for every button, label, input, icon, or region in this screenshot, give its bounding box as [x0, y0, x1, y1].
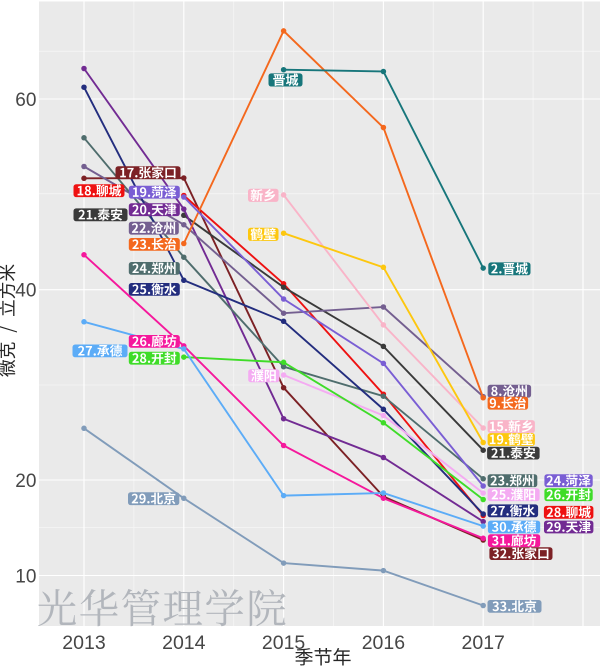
svg-text:2016: 2016 — [362, 632, 405, 654]
svg-text:60: 60 — [15, 90, 36, 111]
svg-text:40: 40 — [15, 281, 36, 302]
svg-text:2015: 2015 — [262, 632, 306, 654]
svg-text:2014: 2014 — [162, 632, 206, 654]
svg-text:20: 20 — [15, 471, 36, 492]
svg-text:2013: 2013 — [62, 632, 105, 654]
svg-text:2017: 2017 — [462, 632, 505, 654]
svg-text:10: 10 — [15, 566, 36, 587]
